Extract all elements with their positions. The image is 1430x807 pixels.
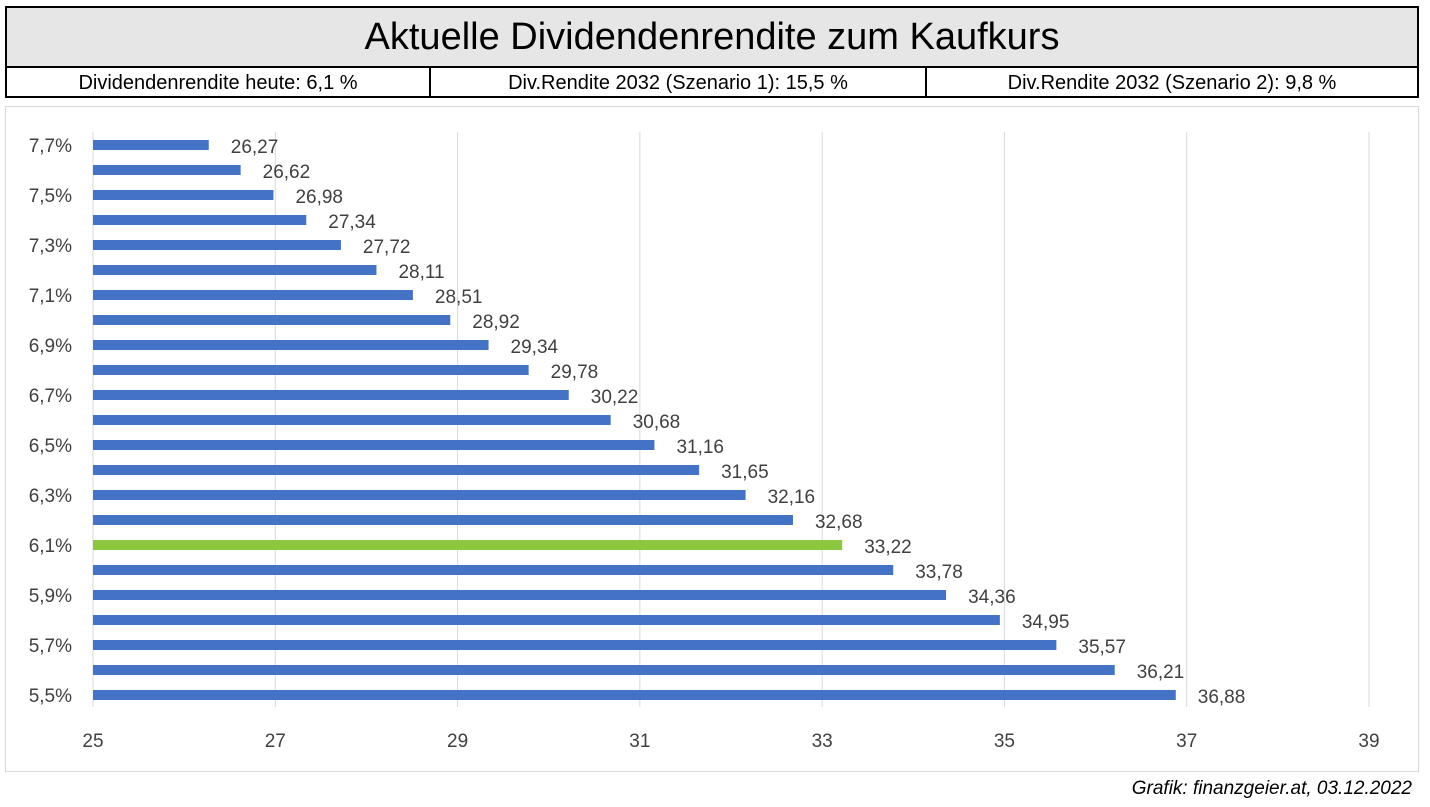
data-label: 26,98 bbox=[295, 187, 343, 208]
data-label: 27,34 bbox=[328, 212, 376, 233]
data-label: 32,68 bbox=[815, 512, 863, 533]
summary-header: Aktuelle Dividendenrendite zum Kaufkurs … bbox=[5, 6, 1419, 98]
data-label: 26,62 bbox=[263, 162, 311, 183]
bar bbox=[93, 265, 377, 275]
data-label: 36,88 bbox=[1198, 687, 1246, 708]
bar bbox=[93, 415, 611, 425]
info-row: Dividendenrendite heute: 6,1 % Div.Rendi… bbox=[7, 68, 1417, 98]
data-label: 33,22 bbox=[864, 537, 912, 558]
bar bbox=[93, 690, 1176, 700]
bar bbox=[93, 640, 1057, 650]
x-tick-label: 35 bbox=[994, 731, 1015, 752]
y-tick-label: 6,1% bbox=[29, 536, 72, 557]
data-label: 29,78 bbox=[551, 362, 599, 383]
y-tick-label: 5,7% bbox=[29, 636, 72, 657]
y-tick-label: 7,7% bbox=[29, 136, 72, 157]
data-label: 34,36 bbox=[968, 587, 1016, 608]
y-tick-label: 5,9% bbox=[29, 586, 72, 607]
bar bbox=[93, 140, 209, 150]
bar bbox=[93, 490, 746, 500]
x-tick-label: 25 bbox=[82, 731, 103, 752]
data-label: 27,72 bbox=[363, 237, 411, 258]
y-tick-label: 7,3% bbox=[29, 236, 72, 257]
y-tick-label: 6,5% bbox=[29, 436, 72, 457]
bar bbox=[93, 540, 843, 550]
bar bbox=[93, 590, 947, 600]
data-label: 26,27 bbox=[231, 137, 279, 158]
data-label: 36,21 bbox=[1137, 662, 1185, 683]
bar bbox=[93, 340, 489, 350]
chart-title: Aktuelle Dividendenrendite zum Kaufkurs bbox=[7, 8, 1417, 68]
x-tick-label: 37 bbox=[1176, 731, 1197, 752]
data-label: 28,51 bbox=[435, 287, 483, 308]
bar bbox=[93, 215, 307, 225]
bar bbox=[93, 315, 451, 325]
data-label: 32,16 bbox=[768, 487, 816, 508]
data-label: 31,16 bbox=[676, 437, 724, 458]
data-label: 28,11 bbox=[398, 262, 444, 283]
data-label: 31,65 bbox=[721, 462, 769, 483]
chart-frame bbox=[5, 106, 1419, 772]
y-tick-label: 6,9% bbox=[29, 336, 72, 357]
data-label: 29,34 bbox=[511, 337, 559, 358]
x-tick-label: 39 bbox=[1358, 731, 1379, 752]
data-label: 33,78 bbox=[915, 562, 963, 583]
bar bbox=[93, 615, 1000, 625]
y-tick-label: 6,3% bbox=[29, 486, 72, 507]
info-current-yield: Dividendenrendite heute: 6,1 % bbox=[7, 68, 431, 98]
bar bbox=[93, 390, 569, 400]
x-tick-label: 29 bbox=[447, 731, 468, 752]
bar bbox=[93, 365, 529, 375]
info-yield-2032-scenario-2: Div.Rendite 2032 (Szenario 2): 9,8 % bbox=[1007, 71, 1337, 94]
x-tick-label: 27 bbox=[265, 731, 286, 752]
y-tick-label: 7,5% bbox=[29, 186, 72, 207]
data-label: 30,22 bbox=[591, 387, 639, 408]
data-label: 28,92 bbox=[472, 312, 520, 333]
info-yield-2032-scenario-1: Div.Rendite 2032 (Szenario 1): 15,5 % bbox=[431, 68, 927, 98]
x-tick-label: 33 bbox=[812, 731, 833, 752]
bar bbox=[93, 465, 700, 475]
y-tick-label: 7,1% bbox=[29, 286, 72, 307]
y-tick-label: 5,5% bbox=[29, 686, 72, 707]
data-label: 30,68 bbox=[633, 412, 681, 433]
bar bbox=[93, 165, 241, 175]
data-label: 34,95 bbox=[1022, 612, 1070, 633]
bar bbox=[93, 665, 1115, 675]
data-label: 35,57 bbox=[1078, 637, 1126, 658]
bar bbox=[93, 290, 413, 300]
y-tick-label: 6,7% bbox=[29, 386, 72, 407]
x-tick-label: 31 bbox=[629, 731, 650, 752]
credit-line: Grafik: finanzgeier.at, 03.12.2022 bbox=[1131, 778, 1412, 799]
bar bbox=[93, 515, 793, 525]
bar bbox=[93, 190, 274, 200]
bar bbox=[93, 565, 894, 575]
bar bbox=[93, 440, 655, 450]
bar bbox=[93, 240, 341, 250]
